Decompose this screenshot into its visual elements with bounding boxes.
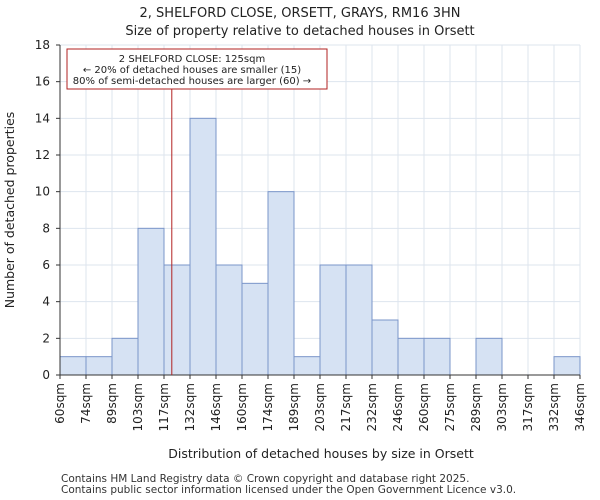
x-tick-labels: 60sqm 74sqm 89sqm 103sqm 117sqm 132sqm 146sqm 1… [53,383,587,431]
annotation-line-1: 2 SHELFORD CLOSE: 125sqm [119,54,265,65]
bar-189sqm [293,356,321,376]
y-tick-label-14: 14 [35,111,50,125]
annotation-box: 2 SHELFORD CLOSE: 125sqm ← 20% of detach… [66,48,328,90]
x-tick-label-289sqm: 289sqm [469,383,483,431]
annotation-line-3: 80% of semi-detached houses are larger (… [73,76,311,87]
x-tick-label-260sqm: 260sqm [417,383,431,431]
y-axis-label: Number of detached properties [2,112,17,309]
x-tick-label-146sqm: 146sqm [209,383,223,431]
x-tick-label-332sqm: 332sqm [547,383,561,431]
y-tick-labels: 0 2 4 6 8 10 12 14 16 18 [35,38,50,382]
x-tick-label-132sqm: 132sqm [183,383,197,431]
y-tick-label-0: 0 [42,368,50,382]
bar-117sqm [163,264,191,376]
y-tick-label-18: 18 [35,38,50,52]
bar-332sqm [553,356,581,376]
bar-103sqm [137,227,165,376]
x-tick-label-60sqm: 60sqm [53,383,67,424]
bars [59,117,581,376]
x-tick-label-174sqm: 174sqm [261,383,275,431]
x-tick-label-89sqm: 89sqm [105,383,119,424]
x-axis-label: Distribution of detached houses by size … [168,446,474,461]
x-tick-label-103sqm: 103sqm [131,383,145,431]
y-tick-label-4: 4 [42,295,50,309]
bar-146sqm [215,264,243,376]
bar-289sqm [475,337,503,376]
bar-74sqm [85,356,113,376]
y-tick-label-16: 16 [35,75,50,89]
bar-160sqm [241,282,269,376]
y-tick-label-10: 10 [35,185,50,199]
x-tick-label-317sqm: 317sqm [521,383,535,431]
x-tick-label-217sqm: 217sqm [339,383,353,431]
y-tick-label-8: 8 [42,221,50,235]
bar-246sqm [397,337,425,376]
bar-232sqm [371,319,399,376]
x-tick-label-346sqm: 346sqm [573,383,587,431]
bar-89sqm [111,337,139,376]
x-tick-label-303sqm: 303sqm [495,383,509,431]
bar-260sqm [423,337,451,376]
bar-203sqm [319,264,347,376]
bar-60sqm [59,356,87,376]
y-tick-label-6: 6 [42,258,50,272]
x-tick-label-189sqm: 189sqm [287,383,301,431]
x-tick-label-160sqm: 160sqm [235,383,249,431]
x-tick-label-117sqm: 117sqm [157,383,171,431]
footer-line-1: Contains HM Land Registry data © Crown c… [61,473,470,485]
annotation-line-2: ← 20% of detached houses are smaller (15… [83,65,301,76]
bar-217sqm [345,264,373,376]
x-tick-label-74sqm: 74sqm [79,383,93,424]
bar-132sqm [189,117,217,376]
x-tick-label-232sqm: 232sqm [365,383,379,431]
y-tick-label-2: 2 [42,331,50,345]
y-tick-label-12: 12 [35,148,50,162]
axes [56,44,581,379]
x-tick-label-246sqm: 246sqm [391,383,405,431]
chart-title: 2, SHELFORD CLOSE, ORSETT, GRAYS, RM16 3… [139,6,461,21]
x-tick-label-275sqm: 275sqm [443,383,457,431]
chart-subtitle: Size of property relative to detached ho… [125,24,475,39]
x-tick-label-203sqm: 203sqm [313,383,327,431]
footer-line-2: Contains public sector information licen… [61,484,517,496]
bar-174sqm [267,191,295,376]
